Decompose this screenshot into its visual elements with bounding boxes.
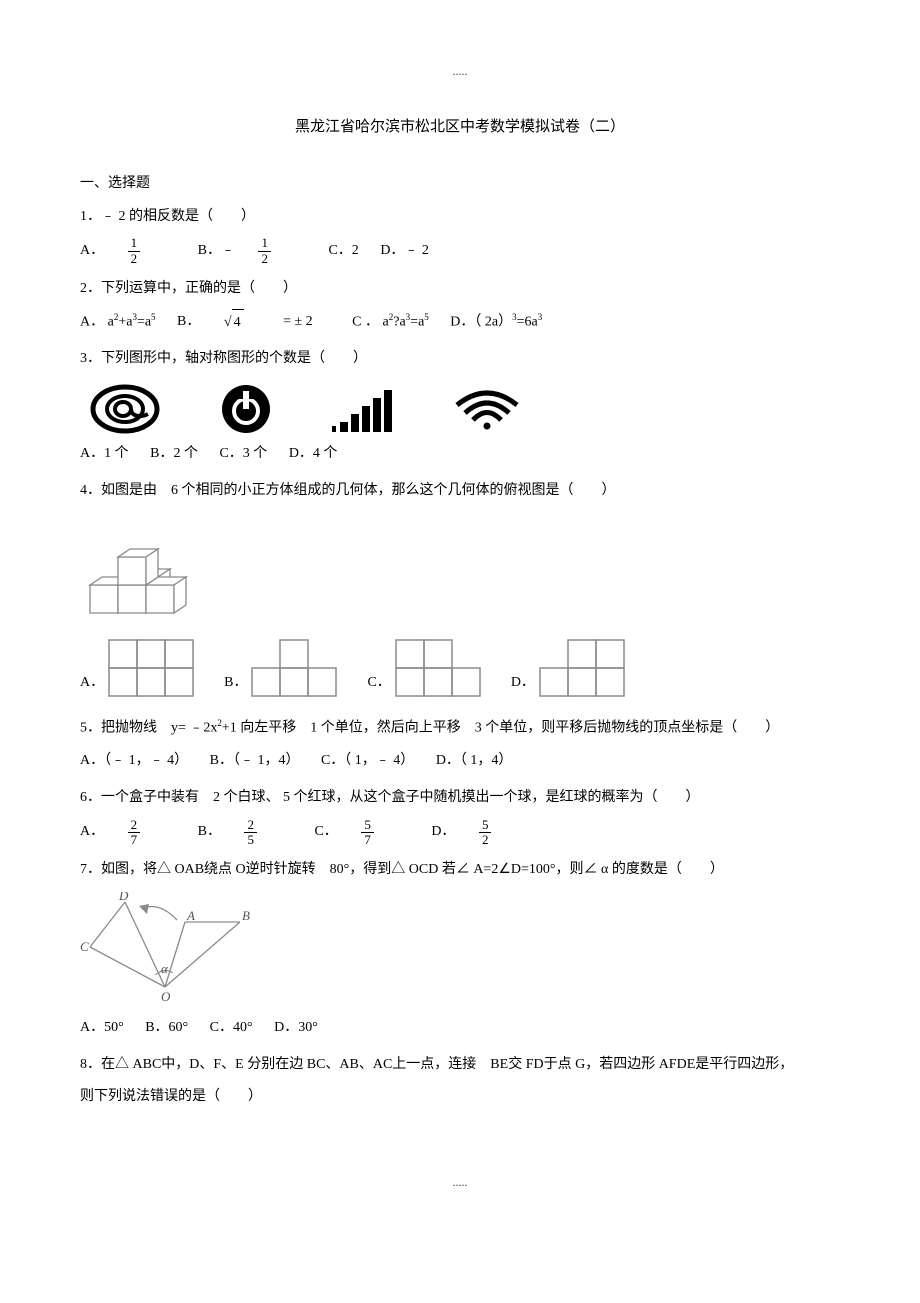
frac-num: 2 — [244, 818, 257, 833]
svg-text:O: O — [161, 989, 171, 1004]
q7-figure: O A B C Dα — [80, 892, 840, 1007]
rotation-diagram-icon: O A B C Dα — [80, 892, 260, 1007]
q2-optD: D．（ 2a）3=6a3 — [450, 309, 542, 336]
q4-optB-label: B． — [224, 670, 247, 697]
q5-options: A．（﹣ 1，﹣ 4） B．（﹣ 1，4） C．（ 1，﹣ 4） D．（ 1，4… — [80, 748, 840, 775]
q4-optC: C． — [367, 639, 480, 697]
q3-optD: D．4 个 — [289, 441, 338, 468]
frac-den: 2 — [479, 833, 492, 847]
fraction-icon: 1 2 — [258, 236, 289, 266]
section-heading: 一、选择题 — [80, 171, 840, 198]
fraction-icon: 25 — [244, 818, 275, 848]
q7-stem: 7．如图，将△ OAB绕点 O逆时针旋转 80°，得到△ OCD 若∠ A=2∠… — [80, 857, 840, 884]
q1-optC: C．2 — [328, 238, 358, 265]
header-dots: ..... — [80, 60, 840, 83]
q4-options: A． B． C． D． — [80, 639, 840, 697]
q3-icon-row — [80, 383, 840, 435]
q3-optC: C．3 个 — [219, 441, 267, 468]
q1-optD: D．﹣ 2 — [380, 238, 429, 265]
opt-prefix: A． — [80, 819, 104, 846]
frac-den: 7 — [361, 833, 374, 847]
frac-den: 7 — [128, 833, 141, 847]
fraction-icon: 1 2 — [128, 236, 159, 266]
frac-num: 1 — [128, 236, 141, 251]
grid-option-icon — [108, 639, 194, 697]
frac-den: 2 — [258, 252, 271, 266]
q4-stem: 4．如图是由 6 个相同的小正方体组成的几何体，那么这个几何体的俯视图是（ ） — [80, 478, 840, 505]
frac-num: 1 — [258, 236, 271, 251]
frac-num: 5 — [361, 818, 374, 833]
q3-stem: 3．下列图形中，轴对称图形的个数是（ ） — [80, 346, 840, 373]
q6-optA: A． 27 — [80, 818, 176, 848]
q6-optC: C． 57 — [314, 818, 409, 848]
q5-optA: A．（﹣ 1，﹣ 4） — [80, 748, 188, 775]
q7-optA: A．50° — [80, 1015, 124, 1042]
q8-stem-2: 则下列说法错误的是（ ） — [80, 1084, 840, 1111]
signal-bars-icon — [332, 384, 392, 434]
cube-solid-icon — [80, 515, 200, 625]
q6-optD: D． 52 — [431, 818, 527, 848]
q7-optD: D．30° — [274, 1015, 318, 1042]
q4-optC-label: C． — [367, 670, 390, 697]
q5-optD: D．（ 1，4） — [436, 748, 513, 775]
q2-optB-prefix: B． — [177, 309, 200, 336]
svg-text:D: D — [118, 892, 129, 903]
q6-optB: B． 25 — [198, 818, 293, 848]
q7-optC: C．40° — [210, 1015, 253, 1042]
q2-optB-suffix: = ± 2 — [283, 309, 313, 336]
q1-optA-prefix: A． — [80, 238, 104, 265]
q8-stem-1: 8．在△ ABC中，D、F、E 分别在边 BC、AB、AC上一点，连接 BE交 … — [80, 1052, 840, 1079]
q5-optB: B．（﹣ 1，4） — [210, 748, 300, 775]
q4-solid-figure — [80, 515, 840, 625]
footer-dots: ..... — [80, 1171, 840, 1194]
q3-optA: A．1 个 — [80, 441, 129, 468]
q1-optA: A． 1 2 — [80, 236, 176, 266]
q1-options: A． 1 2 B．﹣ 1 2 C．2 D．﹣ 2 — [80, 236, 840, 266]
opt-prefix: D． — [431, 819, 455, 846]
power-icon — [220, 383, 272, 435]
grid-option-icon — [539, 639, 625, 697]
q3-optB: B．2 个 — [150, 441, 198, 468]
at-sign-icon — [90, 384, 160, 434]
frac-den: 5 — [244, 833, 257, 847]
wifi-icon — [452, 387, 522, 431]
q2-optA: A． a2+a3=a5 — [80, 309, 156, 336]
q4-optD-label: D． — [511, 670, 535, 697]
q2-stem: 2．下列运算中，正确的是（ ） — [80, 276, 840, 303]
fraction-icon: 57 — [361, 818, 392, 848]
q6-options: A． 27 B． 25 C． 57 D． 52 — [80, 818, 840, 848]
sqrt-icon: √4 — [222, 309, 262, 337]
grid-option-icon — [251, 639, 337, 697]
q1-optB-prefix: B．﹣ — [198, 238, 235, 265]
q4-optA-label: A． — [80, 670, 104, 697]
svg-text:B: B — [242, 908, 250, 923]
page-title: 黑龙江省哈尔滨市松北区中考数学模拟试卷（二） — [80, 113, 840, 142]
frac-num: 5 — [479, 818, 492, 833]
svg-text:C: C — [80, 939, 89, 954]
q4-optA: A． — [80, 639, 194, 697]
q2-options: A． a2+a3=a5 B． √4 = ± 2 C ． a2?a3=a5 D．（… — [80, 309, 840, 337]
svg-text:α: α — [161, 961, 169, 976]
q5-optC: C．（ 1，﹣ 4） — [321, 748, 414, 775]
q3-options: A．1 个 B．2 个 C．3 个 D．4 个 — [80, 441, 840, 468]
q6-stem: 6．一个盒子中装有 2 个白球、 5 个红球，从这个盒子中随机摸出一个球，是红球… — [80, 785, 840, 812]
radicand: 4 — [232, 309, 244, 337]
svg-text:A: A — [186, 908, 195, 923]
q4-optB: B． — [224, 639, 337, 697]
q7-options: A．50° B．60° C．40° D．30° — [80, 1015, 840, 1042]
q4-optD: D． — [511, 639, 625, 697]
frac-num: 2 — [128, 818, 141, 833]
frac-den: 2 — [128, 252, 141, 266]
q1-stem: 1．﹣ 2 的相反数是（ ） — [80, 204, 840, 231]
opt-prefix: B． — [198, 819, 221, 846]
grid-option-icon — [395, 639, 481, 697]
q1-optB: B．﹣ 1 2 — [198, 236, 307, 266]
fraction-icon: 52 — [479, 818, 510, 848]
q5-stem: 5．把抛物线 y= ﹣2x2+1 向左平移 1 个单位，然后向上平移 3 个单位… — [80, 715, 840, 742]
q7-optB: B．60° — [145, 1015, 188, 1042]
opt-prefix: C． — [314, 819, 337, 846]
fraction-icon: 27 — [128, 818, 159, 848]
q2-optB: B． √4 = ± 2 — [177, 309, 331, 337]
q2-optC: C ． a2?a3=a5 — [352, 309, 429, 336]
